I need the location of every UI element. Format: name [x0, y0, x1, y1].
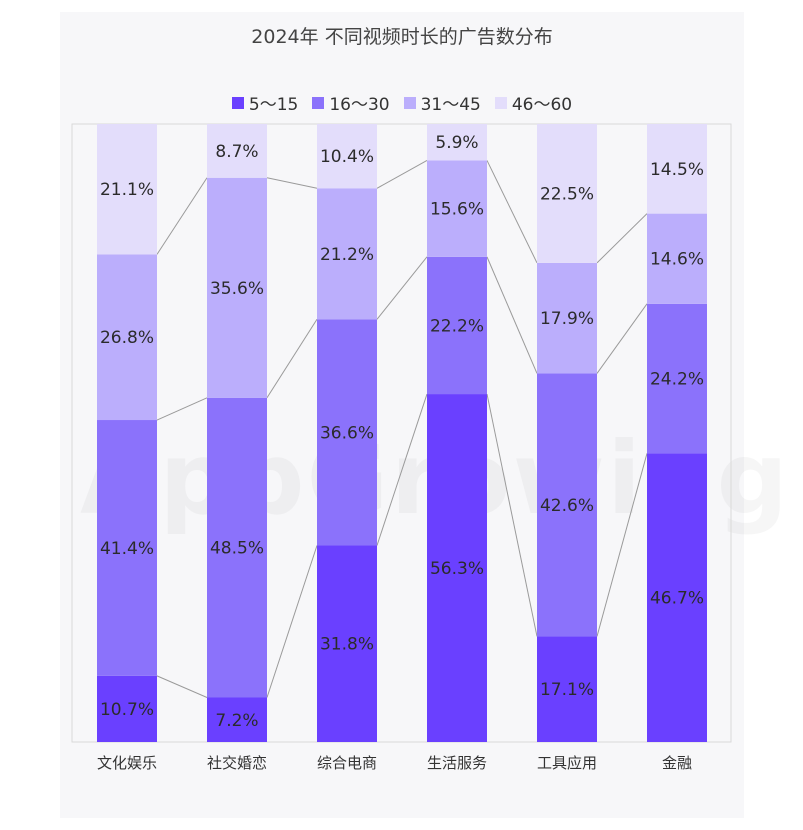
connector-line [266, 545, 318, 698]
bar-segment [97, 675, 157, 742]
chart-title: 2024年 不同视频时长的广告数分布 [251, 26, 553, 48]
bar-segment [97, 254, 157, 421]
legend-label: 16～30 [329, 95, 390, 115]
bar-segment [647, 213, 707, 304]
data-label: 31.8% [320, 635, 374, 655]
bar-segment [207, 697, 267, 742]
connector-line [486, 160, 538, 264]
data-label: 15.6% [430, 200, 484, 220]
legend-label: 46～60 [511, 95, 573, 115]
connector-line [266, 177, 318, 189]
chart-legend: 5～15 16～30 31～45 46～60 [60, 90, 744, 115]
connector-line [156, 177, 208, 255]
category-label: 社交婚恋 [207, 754, 267, 772]
legend-label: 5～15 [248, 95, 299, 115]
data-label: 14.5% [650, 160, 704, 180]
legend-item-1: 16～30 [312, 90, 390, 115]
data-label: 22.5% [540, 184, 594, 204]
legend-item-2: 31～45 [403, 90, 481, 115]
connector-line [596, 453, 648, 637]
bar-segment [317, 188, 377, 320]
legend-label: 31～45 [420, 95, 481, 115]
connector-line [376, 160, 428, 189]
connector-line [156, 397, 208, 421]
data-label: 7.2% [215, 711, 258, 731]
data-label: 41.4% [100, 539, 154, 559]
data-label: 35.6% [210, 279, 264, 299]
legend-swatch [312, 96, 325, 109]
data-label: 17.1% [540, 680, 594, 700]
data-label: 10.4% [320, 147, 374, 167]
plot-frame [71, 123, 732, 743]
data-label: 24.2% [650, 370, 704, 390]
bar-segment [537, 373, 597, 637]
bar-segment [427, 160, 487, 257]
legend-swatch [494, 96, 507, 109]
legend-item-0: 5～15 [231, 90, 299, 115]
bar-segment [427, 394, 487, 742]
bar-segment [207, 124, 267, 178]
connector-line [596, 303, 648, 374]
connector-line [596, 213, 648, 264]
bar-segment [97, 420, 157, 676]
bar-segment [207, 397, 267, 698]
category-label: 文化娱乐 [97, 754, 157, 772]
connector-line [486, 393, 538, 637]
legend-swatch [403, 96, 416, 109]
connector-line [376, 393, 428, 546]
data-label: 56.3% [430, 559, 484, 579]
bar-segment [317, 545, 377, 742]
bar-segment [647, 303, 707, 454]
data-label: 21.1% [100, 180, 154, 200]
category-label: 生活服务 [427, 754, 487, 772]
data-label: 14.6% [650, 250, 704, 270]
data-label: 8.7% [215, 142, 258, 162]
data-label: 26.8% [100, 328, 154, 348]
bar-segment [427, 124, 487, 161]
legend-swatch [231, 96, 244, 109]
bar-segment [317, 124, 377, 189]
bar-segment [647, 453, 707, 742]
connector-line [486, 256, 538, 374]
data-label: 10.7% [100, 700, 154, 720]
bar-segment [317, 319, 377, 546]
bar-segment [537, 262, 597, 374]
bar-segment [647, 124, 707, 214]
bar-segment [537, 636, 597, 742]
data-label: 46.7% [650, 589, 704, 609]
legend-item-3: 46～60 [494, 90, 573, 115]
data-label: 21.2% [320, 245, 374, 265]
connector-line [156, 675, 208, 698]
data-label: 36.6% [320, 423, 374, 443]
data-label: 5.9% [435, 133, 478, 153]
data-label: 22.2% [430, 316, 484, 336]
bar-segment [207, 177, 267, 398]
connector-line [376, 256, 428, 320]
category-label: 工具应用 [537, 754, 597, 772]
data-label: 17.9% [540, 309, 594, 329]
category-label: 综合电商 [317, 754, 377, 772]
data-label: 48.5% [210, 539, 264, 559]
bar-segment [427, 256, 487, 395]
bar-segment [537, 124, 597, 263]
data-label: 42.6% [540, 496, 594, 516]
bar-segment [97, 124, 157, 255]
connector-line [266, 319, 318, 399]
category-label: 金融 [662, 754, 692, 772]
